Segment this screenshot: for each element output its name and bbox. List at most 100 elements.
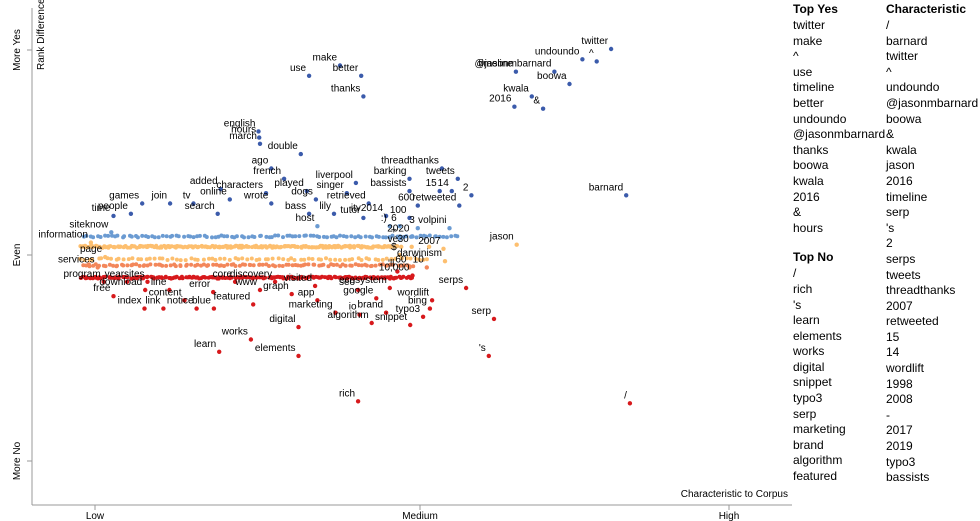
term-list-item[interactable]: boowa bbox=[886, 111, 922, 126]
term-list-item[interactable]: 2008 bbox=[886, 392, 913, 407]
term-list-item[interactable]: & bbox=[793, 205, 802, 220]
band-point bbox=[352, 276, 357, 281]
term-list-item[interactable]: undoundo bbox=[886, 80, 940, 95]
term-list-item[interactable]: rich bbox=[793, 281, 813, 296]
term-list-item[interactable]: bassists bbox=[886, 470, 930, 485]
term-list-item[interactable]: make bbox=[793, 33, 823, 48]
band-point bbox=[389, 257, 394, 262]
term-list-item[interactable]: 15 bbox=[886, 329, 900, 344]
term-list-item[interactable]: tweets bbox=[886, 267, 921, 282]
point-label: tutor bbox=[340, 205, 361, 216]
term-list-item[interactable]: / bbox=[793, 266, 797, 281]
term-list-item[interactable]: hours bbox=[793, 220, 824, 235]
band-point bbox=[404, 234, 409, 239]
term-list-item[interactable]: 2019 bbox=[886, 439, 913, 454]
term-list-item[interactable]: serps bbox=[886, 251, 916, 266]
data-point bbox=[410, 234, 415, 239]
term-list-item[interactable]: retweeted bbox=[886, 314, 939, 329]
term-list-item[interactable]: learn bbox=[793, 313, 820, 328]
term-list-item[interactable]: works bbox=[793, 344, 825, 359]
term-list-item[interactable]: timeline bbox=[793, 80, 835, 95]
term-list-item[interactable]: timeline bbox=[886, 189, 928, 204]
data-point bbox=[333, 310, 338, 315]
term-list-item[interactable]: / bbox=[886, 18, 890, 32]
term-list-item[interactable]: digital bbox=[793, 359, 825, 374]
term-list-item[interactable]: @jasonmbarnard bbox=[793, 127, 886, 142]
band-point bbox=[306, 262, 311, 267]
band-point bbox=[174, 257, 179, 262]
term-list-item[interactable]: thanks bbox=[793, 142, 829, 157]
term-list-item[interactable]: algorithm bbox=[793, 453, 843, 468]
point-label: :) bbox=[381, 213, 387, 224]
term-list-item[interactable]: kwala bbox=[793, 173, 824, 188]
data-point bbox=[355, 399, 361, 404]
band-point bbox=[334, 235, 339, 240]
term-list-item[interactable]: & bbox=[886, 127, 895, 142]
term-list-item[interactable]: use bbox=[793, 64, 813, 79]
term-list-item[interactable]: threadthanks bbox=[886, 283, 956, 298]
band-point bbox=[295, 245, 300, 249]
band-point bbox=[321, 262, 326, 267]
point-label: games bbox=[109, 191, 139, 202]
band-point bbox=[159, 244, 164, 249]
band-point bbox=[394, 275, 399, 280]
band-point bbox=[139, 257, 144, 262]
term-list-item[interactable]: wordlift bbox=[886, 361, 925, 376]
band-point bbox=[280, 264, 285, 268]
term-list-item[interactable]: jason bbox=[886, 158, 915, 173]
band-point bbox=[257, 262, 262, 267]
term-list-item[interactable]: 2016 bbox=[886, 173, 913, 188]
term-list-item[interactable]: 2017 bbox=[886, 423, 913, 438]
term-list-item[interactable]: brand bbox=[793, 437, 824, 452]
term-list-item[interactable]: snippet bbox=[793, 375, 832, 390]
term-list-item[interactable]: 2016 bbox=[793, 189, 820, 204]
term-list-item[interactable]: 2007 bbox=[886, 298, 913, 313]
term-list-item[interactable]: - bbox=[886, 407, 890, 422]
data-point bbox=[397, 236, 402, 241]
band-point bbox=[206, 263, 211, 268]
band-point bbox=[173, 264, 178, 269]
term-list-item[interactable]: twitter bbox=[886, 49, 919, 64]
term-list-item[interactable]: typo3 bbox=[886, 454, 916, 469]
band-point bbox=[113, 275, 118, 280]
point-label: lily bbox=[319, 201, 331, 212]
term-list-item[interactable]: featured bbox=[793, 469, 838, 484]
term-list-item[interactable]: barnard bbox=[886, 33, 928, 48]
band-point bbox=[165, 258, 170, 262]
term-list-item[interactable]: ^ bbox=[793, 49, 799, 64]
term-list-item[interactable]: elements bbox=[793, 328, 842, 343]
term-list-item[interactable]: marketing bbox=[793, 422, 846, 437]
term-list-item[interactable]: @jasonmbarnard bbox=[886, 95, 979, 110]
band-point bbox=[281, 257, 286, 262]
band-point bbox=[85, 275, 90, 280]
band-point bbox=[277, 263, 282, 268]
band-point bbox=[265, 257, 270, 262]
band-point bbox=[444, 235, 449, 240]
term-list-item[interactable]: undoundo bbox=[793, 111, 847, 126]
band-point bbox=[159, 276, 164, 280]
point-label: notice bbox=[167, 296, 194, 307]
term-list-item[interactable]: 14 bbox=[886, 345, 900, 360]
band-point bbox=[213, 244, 217, 249]
band-point bbox=[168, 263, 173, 268]
term-list-item[interactable]: 's bbox=[886, 220, 895, 235]
term-list-item[interactable]: 's bbox=[793, 297, 802, 312]
band-point bbox=[421, 257, 426, 262]
term-list-item[interactable]: 1998 bbox=[886, 376, 913, 391]
term-list-item[interactable]: better bbox=[793, 95, 824, 110]
band-point bbox=[225, 234, 230, 239]
term-list-item[interactable]: kwala bbox=[886, 142, 917, 157]
term-list-item[interactable]: 2 bbox=[886, 236, 893, 251]
term-list-item[interactable]: boowa bbox=[793, 158, 829, 173]
right-term-column: Characteristic / barnard twitter ^ undoundo @… bbox=[886, 2, 980, 486]
term-list-item[interactable]: serp bbox=[886, 205, 910, 220]
band-point bbox=[137, 263, 142, 268]
band-point bbox=[257, 257, 262, 262]
point-label: elements bbox=[255, 343, 296, 354]
point-label: added bbox=[190, 176, 218, 187]
term-list-item[interactable]: ^ bbox=[886, 64, 892, 79]
point-label: 's bbox=[479, 343, 486, 354]
term-list-item[interactable]: serp bbox=[793, 406, 817, 421]
term-list-item[interactable]: typo3 bbox=[793, 391, 823, 406]
term-list-item[interactable]: twitter bbox=[793, 18, 826, 32]
